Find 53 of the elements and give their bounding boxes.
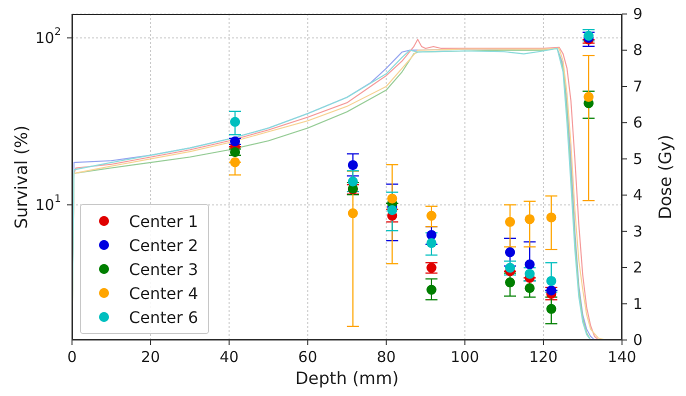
point	[230, 136, 240, 146]
y2-tick-label: 8	[633, 41, 643, 60]
y2-tick-label: 9	[633, 5, 643, 23]
legend-label: Center 4	[129, 284, 198, 302]
point	[426, 210, 436, 221]
y2-axis-title: Dose (Gy)	[656, 134, 676, 220]
point	[546, 212, 556, 222]
y2-tick-label: 2	[633, 258, 643, 277]
y-tick-label: 10$^{1}$	[35, 192, 61, 214]
y2-tick-label: 3	[633, 222, 643, 240]
point	[387, 205, 398, 216]
point	[230, 116, 240, 127]
point	[348, 160, 358, 170]
x-axis-title: Depth (mm)	[295, 369, 399, 389]
y2-tick-label: 5	[633, 150, 643, 168]
legend-label: Center 6	[129, 308, 198, 326]
x-tick-label: 140	[608, 348, 636, 366]
point	[524, 268, 535, 279]
x-tick-label: 120	[529, 348, 558, 366]
x-tick-label: 80	[376, 348, 396, 366]
y2-tick-label: 1	[633, 294, 643, 313]
y2-tick-label: 4	[633, 186, 643, 204]
legend-label: Center 1	[129, 212, 198, 230]
legend-label: Center 2	[129, 236, 198, 254]
point	[524, 214, 535, 224]
point	[546, 285, 556, 296]
point	[505, 216, 516, 227]
y-tick-label: 10$^{2}$	[35, 26, 61, 47]
x-tick-label: 0	[67, 348, 77, 366]
y2-tick-label: 7	[633, 77, 643, 96]
point	[546, 276, 556, 286]
point	[505, 262, 516, 273]
point	[230, 147, 240, 158]
point	[505, 247, 516, 258]
x-tick-label: 60	[298, 348, 318, 366]
point	[546, 304, 556, 314]
point	[426, 284, 436, 295]
point	[524, 283, 535, 294]
point	[230, 157, 240, 168]
x-tick-label: 40	[220, 348, 239, 366]
point	[387, 194, 398, 204]
x-tick-label: 100	[450, 348, 480, 366]
point	[426, 238, 436, 248]
point	[524, 259, 535, 270]
point	[505, 277, 516, 288]
point	[584, 92, 594, 102]
y2-tick-label: 0	[633, 331, 643, 349]
legend-label: Center 3	[129, 260, 198, 278]
y2-tick-label: 6	[633, 114, 643, 132]
x-tick-label: 20	[141, 348, 160, 366]
y-axis-title: Survival (%)	[12, 125, 32, 229]
point	[348, 208, 358, 218]
point	[348, 176, 358, 186]
